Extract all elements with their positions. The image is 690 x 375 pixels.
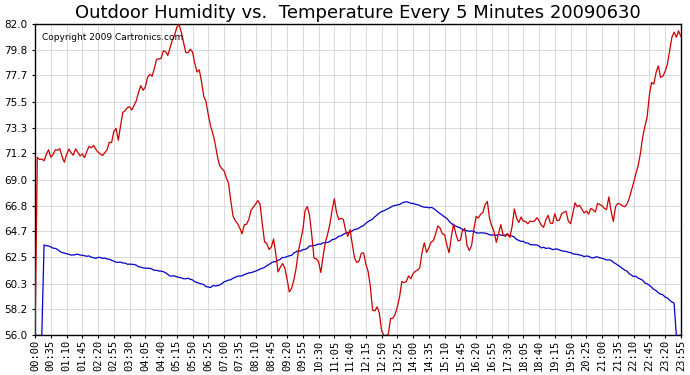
Title: Outdoor Humidity vs.  Temperature Every 5 Minutes 20090630: Outdoor Humidity vs. Temperature Every 5… [75, 4, 641, 22]
Text: Copyright 2009 Cartronics.com: Copyright 2009 Cartronics.com [41, 33, 183, 42]
